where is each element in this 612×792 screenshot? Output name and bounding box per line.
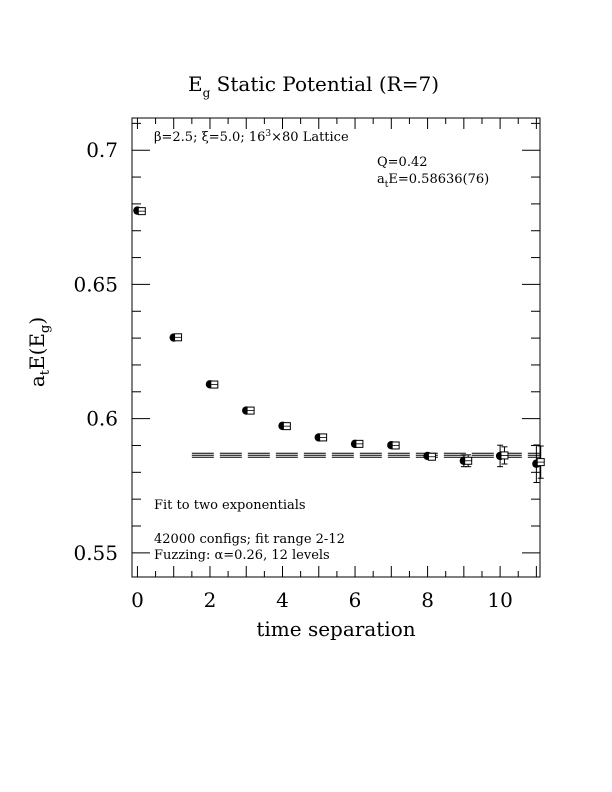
y-axis-label-a: a (25, 375, 49, 387)
y-tick-label: 0.55 (73, 541, 118, 565)
fit-energy-t: t (385, 180, 389, 190)
y-tick-labels: 0.55 0.6 0.65 0.7 (73, 138, 118, 565)
fit-energy-rest: E=0.58636(76) (388, 172, 489, 187)
chart-title-sub: g (203, 86, 211, 100)
x-tick-label: 2 (204, 588, 217, 612)
axis-ticks (132, 118, 540, 577)
lattice-exp: 3 (265, 129, 271, 139)
fit-method-annotation: Fit to two exponentials (154, 498, 306, 513)
y-axis-label-e: E(E (25, 333, 49, 370)
plot-frame (131, 117, 541, 578)
y-tick-label: 0.6 (86, 407, 118, 431)
fuzzing-annotation: Fuzzing: α=0.26, 12 levels (154, 548, 330, 563)
lattice-beta: β=2.5; ξ=5.0; 16 (154, 130, 265, 145)
x-tick-label: 4 (276, 588, 289, 612)
y-axis-label-g: g (38, 325, 53, 333)
x-axis-label: time separation (256, 617, 415, 641)
x-tick-labels: 0 2 4 6 8 10 (131, 588, 513, 612)
x-tick-label: 10 (487, 588, 512, 612)
y-axis-label-t: t (38, 369, 53, 375)
configs-annotation: 42000 configs; fit range 2-12 (154, 532, 345, 547)
x-tick-label: 6 (349, 588, 362, 612)
lattice-annotation: β=2.5; ξ=5.0; 163×80 Lattice (154, 129, 349, 145)
lattice-rest: ×80 Lattice (271, 130, 349, 145)
y-axis-label: atE(Eg) (25, 317, 53, 387)
chart-title-main: E (188, 72, 203, 96)
fit-energy-annotation: atE=0.58636(76) (377, 172, 489, 190)
y-tick-label: 0.65 (73, 272, 118, 296)
data-series (133, 206, 545, 484)
chart-title: Eg Static Potential (R=7) (188, 72, 439, 100)
y-tick-label: 0.7 (86, 138, 118, 162)
fit-energy-a: a (377, 172, 385, 187)
chart-title-rest: Static Potential (R=7) (210, 72, 439, 96)
fit-q-annotation: Q=0.42 (377, 155, 428, 170)
x-tick-label: 0 (131, 588, 144, 612)
fit-band (191, 452, 540, 458)
x-tick-label: 8 (421, 588, 434, 612)
y-axis-label-close: ) (25, 317, 49, 325)
